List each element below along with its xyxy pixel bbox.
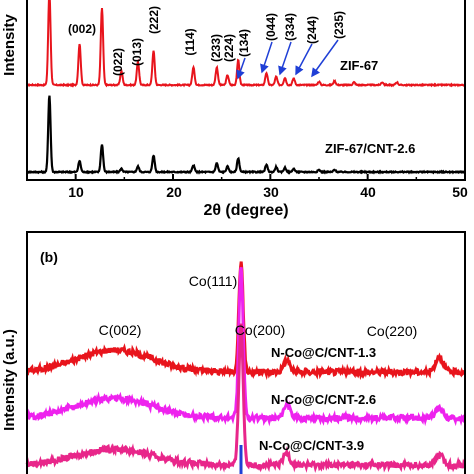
peak-label-013: (013) [130,38,144,66]
annotation-co200: Co(200) [235,322,286,338]
peak-label-002: (002) [68,22,96,36]
peak-label-235: (235) [332,11,346,39]
series-line-cnt26 [26,266,466,427]
panel-b: (b) Intensity (a.u.) C(002) Co(111) Co(2… [1,231,466,474]
tick-label-30: 30 [263,184,279,200]
panel-b-ylabel: Intensity (a.u.) [1,329,18,431]
peak-label-334: (334) [283,13,297,41]
panel-b-label: (b) [40,249,58,265]
annotation-arrow [260,41,273,74]
series-label-cnt13: N-Co@C/CNT-1.3 [271,345,376,360]
tick-label-40: 40 [360,184,376,200]
panel-a-ticks [74,174,418,180]
panel-a: Intensity 2θ (degree) 10 20 30 40 50 (00… [1,0,468,219]
annotation-arrow [236,57,246,80]
peak-label-114: (114) [183,28,197,55]
tick-label-10: 10 [68,184,84,200]
series-line-cnt39 [25,323,466,473]
annotation-arrow [295,43,313,76]
peak-label-233: (233) [209,34,223,62]
series-label-cnt39: N-Co@C/CNT-3.9 [259,438,364,453]
panel-a-traces [26,0,466,175]
panel-a-arrows [236,39,339,80]
series-label-zif67: ZIF-67 [340,58,378,73]
panel-b-traces [25,261,466,474]
peak-label-134: (134) [237,29,251,57]
panel-a-xlabel: 2θ (degree) [203,202,288,219]
annotation-co111: Co(111) [189,273,238,289]
series-line-zif67-cnt [26,95,466,175]
peak-label-044: (044) [264,13,278,41]
peak-label-244: (244) [305,16,319,44]
series-label-cnt26: N-Co@C/CNT-2.6 [271,392,376,407]
tick-label-20: 20 [166,184,182,200]
tick-label-50: 50 [452,184,468,200]
panel-a-frame [26,0,466,181]
peak-label-222: (222) [147,6,161,34]
panel-b-frame [26,231,466,474]
series-label-zif67-cnt: ZIF-67/CNT-2.6 [325,141,415,156]
annotation-arrow [311,39,339,78]
series-line-cnt13 [26,261,466,381]
annotation-arrow [278,41,292,76]
peak-label-022: (022) [111,48,125,76]
series-line-zif67 [26,0,466,88]
annotation-co220: Co(220) [367,323,418,339]
annotation-c002: C(002) [99,322,142,338]
peak-label-224: (224) [222,34,236,62]
panel-a-ylabel: Intensity [1,14,18,76]
